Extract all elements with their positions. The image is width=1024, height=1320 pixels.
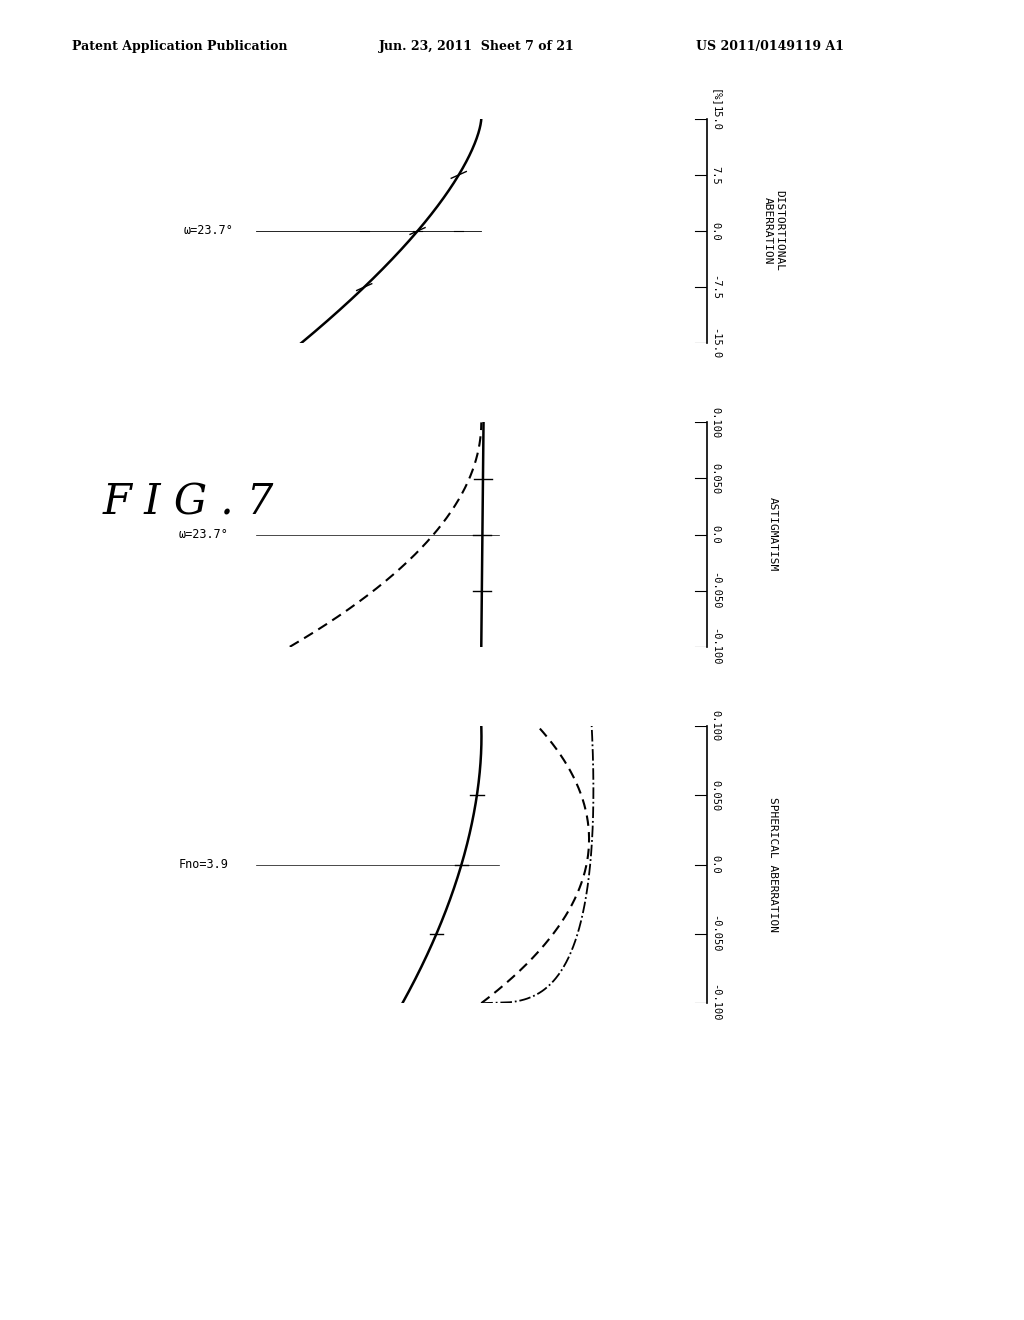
Text: 0.050: 0.050 — [711, 463, 721, 494]
Text: ω=23.7°: ω=23.7° — [179, 528, 229, 541]
Text: 7.5: 7.5 — [711, 165, 721, 185]
Text: 0.050: 0.050 — [711, 780, 721, 810]
Text: 0.0: 0.0 — [711, 855, 721, 874]
Text: Jun. 23, 2011  Sheet 7 of 21: Jun. 23, 2011 Sheet 7 of 21 — [379, 40, 574, 53]
Text: -7.5: -7.5 — [711, 275, 721, 300]
Text: Fno=3.9: Fno=3.9 — [179, 858, 229, 871]
Text: -0.100: -0.100 — [711, 985, 721, 1022]
Text: -0.050: -0.050 — [711, 915, 721, 953]
Text: 0.100: 0.100 — [711, 710, 721, 742]
Text: SPHERICAL ABERRATION: SPHERICAL ABERRATION — [768, 797, 778, 932]
Text: 15.0: 15.0 — [711, 107, 721, 131]
Text: Patent Application Publication: Patent Application Publication — [72, 40, 287, 53]
Text: DISTORTIONAL
ABERRATION: DISTORTIONAL ABERRATION — [762, 190, 784, 272]
Text: F I G . 7: F I G . 7 — [102, 482, 273, 524]
Text: -0.050: -0.050 — [711, 572, 721, 610]
Text: 0.0: 0.0 — [711, 525, 721, 544]
Text: 0.100: 0.100 — [711, 407, 721, 438]
Text: -15.0: -15.0 — [711, 327, 721, 359]
Text: -0.100: -0.100 — [711, 628, 721, 665]
Text: 0.0: 0.0 — [711, 222, 721, 240]
Text: US 2011/0149119 A1: US 2011/0149119 A1 — [696, 40, 845, 53]
Text: ω=23.7°: ω=23.7° — [183, 224, 233, 238]
Text: [%]: [%] — [711, 90, 721, 108]
Text: ASTIGMATISM: ASTIGMATISM — [768, 498, 778, 572]
